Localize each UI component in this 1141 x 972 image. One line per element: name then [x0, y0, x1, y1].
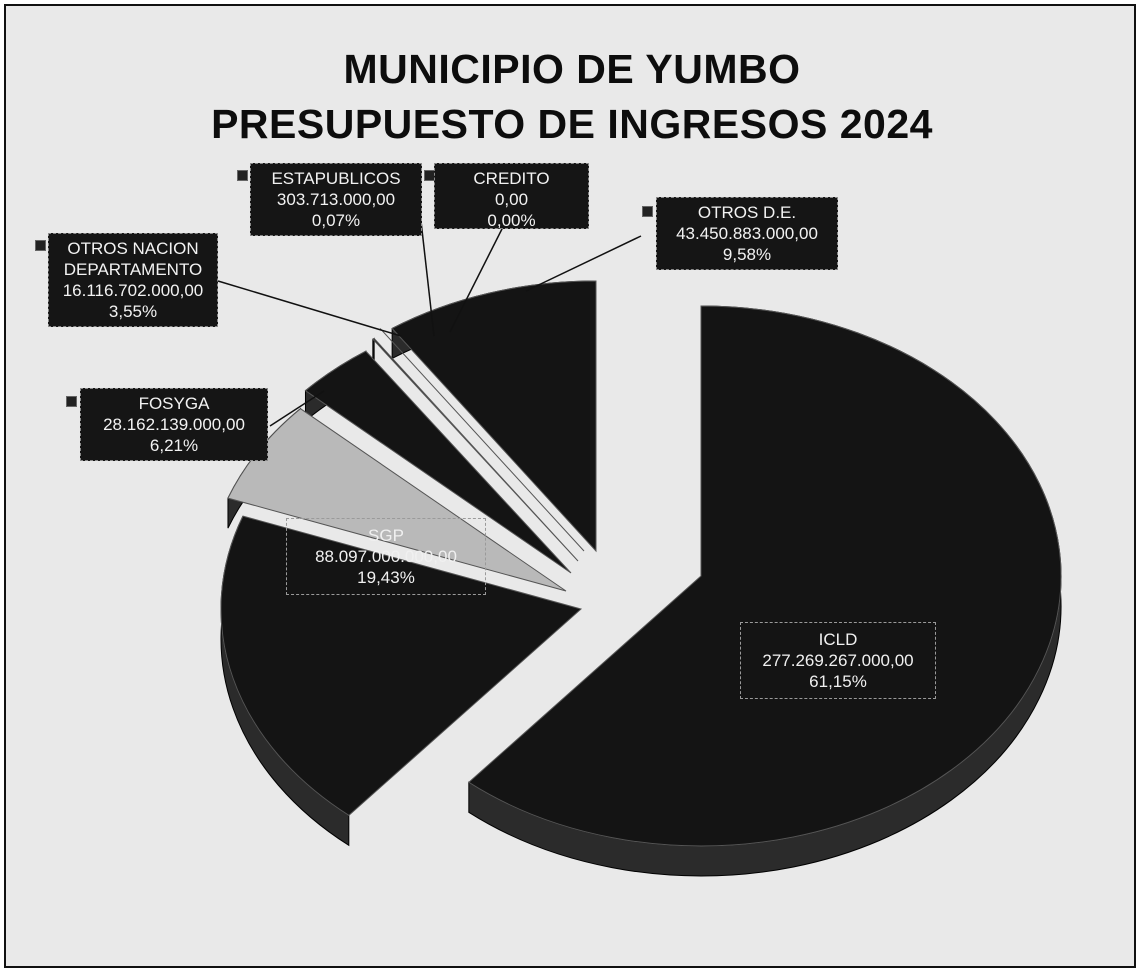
slice-value-otros-de: 43.450.883.000,00	[676, 224, 818, 243]
legend-key-fosyga	[66, 396, 77, 407]
slice-percent-sgp: 19,43%	[357, 568, 415, 587]
legend-key-otros-nacion	[35, 240, 46, 251]
data-label-credito: CREDITO 0,00 0,00%	[434, 163, 589, 230]
data-label-otros-de: OTROS D.E. 43.450.883.000,00 9,58%	[656, 197, 838, 270]
slice-name-otros-nacion: OTROS NACION DEPARTAMENTO	[63, 239, 203, 279]
slice-otros-de	[391, 280, 597, 553]
leader-line-otros-de	[525, 235, 642, 292]
leader-line-credito	[449, 220, 507, 333]
data-label-estapublicos: ESTAPUBLICOS 303.713.000,00 0,07%	[250, 163, 422, 236]
slice-percent-fosyga: 6,21%	[149, 436, 199, 455]
legend-key-estapublicos	[237, 170, 248, 181]
data-label-otros-nacion: OTROS NACION DEPARTAMENTO 16.116.702.000…	[48, 233, 218, 327]
slice-value-sgp: 88.097.000.000,00	[315, 547, 457, 566]
slice-percent-icld: 61,15%	[809, 672, 867, 691]
slice-percent-otros-nacion: 3,55%	[108, 302, 158, 321]
data-label-sgp: SGP 88.097.000.000,00 19,43%	[286, 518, 486, 595]
slice-credito	[379, 328, 585, 552]
leader-line-otros-nacion	[217, 280, 402, 337]
chart-title: MUNICIPIO DE YUMBO	[343, 46, 801, 92]
slice-name-estapublicos: ESTAPUBLICOS	[271, 169, 401, 188]
slice-name-sgp: SGP	[368, 526, 404, 545]
chart-subtitle: PRESUPUESTO DE INGRESOS 2024	[211, 101, 933, 147]
slice-name-credito: CREDITO	[473, 169, 550, 188]
data-label-icld: ICLD 277.269.267.000,00 61,15%	[740, 622, 936, 699]
leader-line-estapublicos	[420, 220, 435, 337]
slice-value-otros-nacion: 16.116.702.000,00	[62, 281, 204, 300]
slice-value-fosyga: 28.162.139.000,00	[103, 415, 245, 434]
slice-name-otros-de: OTROS D.E.	[697, 203, 797, 222]
leader-line-fosyga	[269, 390, 325, 427]
slice-otros-nacion	[304, 350, 572, 574]
data-label-fosyga: FOSYGA 28.162.139.000,00 6,21%	[80, 388, 268, 461]
slice-name-fosyga: FOSYGA	[138, 394, 210, 413]
slice-percent-credito: 0,00%	[487, 211, 536, 230]
slice-value-icld: 277.269.267.000,00	[762, 651, 914, 670]
slice-sgp	[220, 515, 583, 816]
chart-frame: MUNICIPIO DE YUMBO PRESUPUESTO DE INGRES…	[4, 4, 1136, 968]
slice-percent-estapublicos: 0,07%	[311, 211, 361, 230]
slice-icld	[467, 305, 1062, 847]
slice-estapublicos	[372, 337, 579, 562]
slice-name-icld: ICLD	[818, 630, 858, 649]
slice-value-credito: 0,00	[494, 190, 529, 209]
legend-key-otros-de	[642, 206, 653, 217]
slice-percent-otros-de: 9,58%	[722, 245, 772, 264]
slice-value-estapublicos: 303.713.000,00	[276, 190, 396, 209]
pie-chart	[217, 220, 1062, 877]
